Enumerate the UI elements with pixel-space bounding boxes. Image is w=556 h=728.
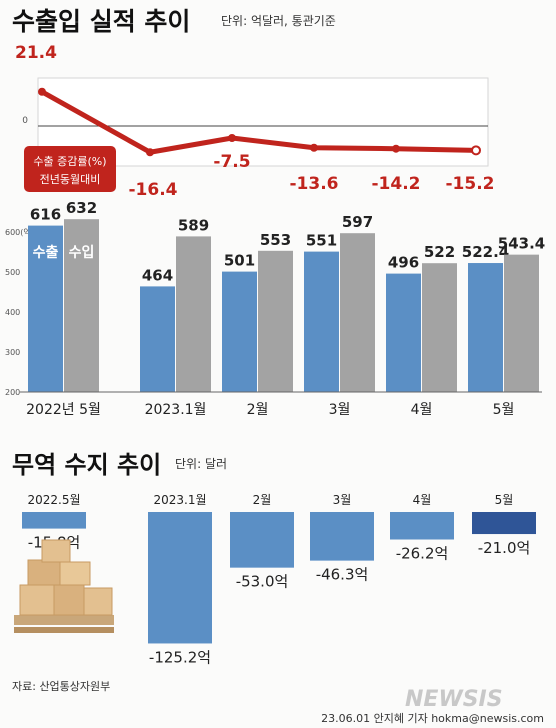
import-bar-3 [340,233,375,392]
trade-bar-5 [472,512,536,535]
y-tick-300: 300 [5,348,20,357]
trade-bar-0 [22,512,86,529]
trade-category-4: 4월 [413,493,432,507]
trade-value-3: -46.3억 [316,566,369,584]
trade-value-1: -125.2억 [149,648,211,666]
growth-label-3: -13.6 [290,174,339,194]
y-tick-400: 400 [5,308,20,317]
trade-bar-4 [390,512,454,540]
x-label-1: 2023.1월 [145,402,207,418]
growth-point-3 [310,143,318,152]
x-label-2: 2월 [247,402,269,418]
y-tick-200: 200 [5,388,20,397]
export-value-1: 464 [142,266,173,284]
trade-balance-categories: 2022.5월 2023.1월 2월 3월 4월 5월 [27,493,513,507]
import-bar-0 [64,219,99,392]
unit-note: 단위: 억달러, 통관기준 [221,14,336,28]
page-title: 수출입 실적 추이 [12,7,190,36]
growth-label-2: -7.5 [213,152,250,172]
import-value-0: 632 [66,199,97,217]
series-name-export: 수출 [33,244,59,261]
export-growth-line-chart: 0 21.4 -16.4 -7.5 -13.6 -14.2 -15.2 수출 증감률(%)… [15,43,494,200]
legend-line-2: 전년동월대비 [40,173,101,186]
import-value-1: 589 [178,216,209,234]
x-label-5: 5월 [493,402,515,418]
export-import-bars: 616 464 501 551 496 522.4 632 589 553 597 522 543.4… [28,199,545,392]
export-value-5: 522.4 [462,243,509,261]
growth-point-1 [146,148,154,157]
trade-bar-1 [148,512,212,644]
legend-box [24,146,116,192]
import-value-4: 522 [424,243,455,261]
legend-line-1: 수출 증감률(%) [33,155,106,168]
export-bar-0 [28,225,63,392]
trade-value-2: -53.0억 [236,573,289,591]
export-bar-2 [222,271,257,392]
growth-label-4: -14.2 [372,174,421,194]
source-note: 자료: 산업통상자원부 [12,680,110,693]
x-axis-labels: 2022년 5월 2023.1월 2월 3월 4월 5월 [26,402,514,418]
trade-category-2: 2월 [253,493,272,507]
export-value-3: 551 [306,232,337,250]
trade-bar-3 [310,512,374,561]
trade-balance-bars [22,512,536,644]
trade-category-5: 5월 [495,493,514,507]
import-value-3: 597 [342,213,373,231]
export-value-4: 496 [388,254,419,272]
y-tick-500: 500 [5,268,20,277]
export-bar-5 [468,263,503,392]
trade-balance-title: 무역 수지 추이 [12,451,161,479]
growth-label-1: -16.4 [129,180,178,200]
credit-line: 23.06.01 안지혜 기자 hokma@newsis.com [321,712,544,725]
export-value-0: 616 [30,206,61,224]
growth-label-5: -15.2 [446,174,495,194]
export-growth-points [38,87,481,157]
boxes-on-pallet-illustration [14,539,114,633]
growth-point-5 [471,145,481,156]
import-bar-2 [258,250,293,392]
export-growth-labels: 21.4 -16.4 -7.5 -13.6 -14.2 -15.2 [15,43,494,200]
growth-point-0 [38,87,46,96]
newsis-logo: NEWSIS [405,687,503,712]
trade-value-5: -21.0억 [478,539,531,557]
growth-label-0: 21.4 [15,43,57,63]
zero-label: 0 [22,116,28,126]
trade-value-4: -26.2억 [396,545,449,563]
x-label-0: 2022년 5월 [26,402,101,418]
export-bar-3 [304,251,339,392]
import-value-2: 553 [260,231,291,249]
import-value-5: 543.4 [498,235,545,253]
trade-category-3: 3월 [333,493,352,507]
y-axis: 200 300 400 500 600(억) [5,227,34,397]
trade-category-0: 2022.5월 [27,493,80,507]
growth-point-4 [392,144,400,153]
trade-bar-2 [230,512,294,568]
x-label-3: 3월 [329,402,351,418]
y-tick-600: 600(억) [5,227,34,237]
import-bar-4 [422,263,457,392]
import-bar-5 [504,254,539,392]
export-bar-1 [140,286,175,392]
export-value-2: 501 [224,252,255,270]
series-name-import: 수입 [69,245,95,261]
trade-balance-unit: 단위: 달러 [175,457,227,471]
export-bar-4 [386,273,421,392]
import-bar-1 [176,236,211,392]
trade-category-1: 2023.1월 [153,493,206,507]
growth-point-2 [228,134,236,142]
x-label-4: 4월 [411,402,433,418]
export-growth-line [40,89,477,155]
